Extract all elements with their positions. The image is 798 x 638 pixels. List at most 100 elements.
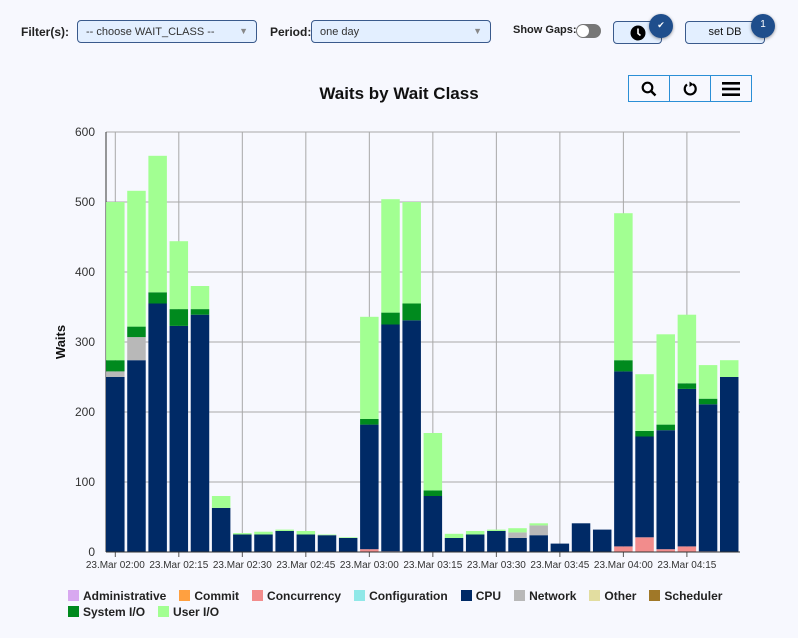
bar-segment-user-i-o: [106, 202, 125, 361]
period-select[interactable]: one day ▼: [311, 20, 491, 43]
legend-label: CPU: [475, 588, 502, 603]
bar-segment-system-i-o: [656, 424, 675, 431]
bar-segment-cpu: [571, 523, 591, 552]
bar-segment-cpu: [487, 531, 506, 552]
x-tick-label: 23.Mar 03:45: [530, 560, 589, 571]
reset-button[interactable]: [670, 76, 711, 101]
bar-segment-cpu: [127, 360, 146, 552]
legend-item[interactable]: Administrative: [68, 588, 166, 603]
bar-segment-concurrency: [656, 549, 675, 552]
legend-swatch: [158, 606, 170, 617]
legend-item[interactable]: Concurrency: [252, 588, 341, 603]
filter-value: -- choose WAIT_CLASS --: [86, 26, 215, 38]
bar-segment-cpu: [169, 325, 189, 552]
x-tick-label: 23.Mar 02:00: [86, 560, 145, 571]
show-gaps-label: Show Gaps:: [513, 24, 577, 36]
x-tick-label: 23.Mar 03:30: [467, 560, 526, 571]
chart-toolbar: [628, 75, 752, 102]
menu-icon: [722, 81, 740, 96]
y-tick-label: 600: [75, 125, 95, 139]
bar-segment-system-i-o: [360, 419, 379, 425]
bar-segment-cpu: [317, 535, 337, 552]
bar-segment-cpu: [148, 303, 167, 552]
bar-segment-concurrency: [614, 546, 633, 552]
bar-segment-user-i-o: [487, 529, 506, 531]
filter-select[interactable]: -- choose WAIT_CLASS -- ▼: [77, 20, 257, 43]
bar-segment-system-i-o: [381, 312, 400, 325]
clock-icon: [630, 25, 645, 41]
filter-label: Filter(s):: [21, 25, 69, 39]
legend-item[interactable]: User I/O: [158, 604, 219, 619]
bar-segment-user-i-o: [190, 286, 210, 310]
chevron-down-icon: ▼: [473, 26, 482, 36]
bar-segment-user-i-o: [275, 529, 294, 531]
bar-segment-cpu: [444, 538, 464, 552]
bar-segment-system-i-o: [402, 303, 421, 321]
legend-label: Configuration: [369, 588, 448, 603]
bar-segment-user-i-o: [360, 316, 379, 419]
zoom-button[interactable]: [629, 76, 670, 101]
bar-segment-concurrency: [360, 549, 379, 552]
legend-item[interactable]: Network: [514, 588, 576, 603]
bar-segment-cpu: [275, 531, 294, 552]
bar-segment-cpu: [677, 388, 697, 547]
y-tick-label: 0: [88, 545, 95, 559]
bar-segment-system-i-o: [614, 360, 633, 372]
legend-swatch: [68, 590, 79, 601]
bar-segment-system-i-o: [635, 430, 654, 437]
bar-segment-user-i-o: [296, 531, 316, 535]
bar-segment-system-i-o: [127, 326, 146, 338]
bar-segment-cpu: [656, 430, 675, 550]
bar-segment-concurrency: [635, 537, 654, 552]
bar-segment-cpu: [190, 314, 210, 552]
bar-segment-cpu: [592, 529, 612, 552]
bar-segment-network: [106, 371, 125, 377]
bar-segment-system-i-o: [106, 360, 125, 372]
time-badge: ✔: [649, 14, 673, 38]
bar-segment-cpu: [508, 538, 527, 552]
legend-item[interactable]: CPU: [460, 588, 502, 603]
bar-segment-cpu: [360, 424, 379, 550]
x-tick-label: 23.Mar 03:00: [340, 560, 399, 571]
bar-segment-user-i-o: [169, 241, 189, 310]
show-gaps-toggle[interactable]: [576, 24, 601, 38]
bar-segment-user-i-o: [465, 531, 485, 535]
bar-segment-concurrency: [677, 546, 697, 552]
refresh-icon: [683, 81, 697, 96]
bar-segment-user-i-o: [338, 537, 358, 538]
y-axis-label: Waits: [53, 325, 68, 359]
legend-item[interactable]: System I/O: [68, 604, 145, 619]
legend-swatch: [649, 590, 661, 601]
x-tick-label: 23.Mar 02:45: [276, 560, 335, 571]
bar-segment-cpu: [296, 534, 316, 552]
bar-segment-user-i-o: [444, 533, 464, 538]
menu-button[interactable]: [711, 76, 751, 101]
bar-segment-cpu: [614, 371, 633, 547]
x-tick-label: 23.Mar 02:15: [149, 560, 208, 571]
x-tick-label: 23.Mar 04:15: [657, 560, 716, 571]
y-tick-label: 100: [75, 475, 95, 489]
waits-chart: 0 100 200 300 400 500 600 23.Mar 02:00 23.Mar 02…: [53, 125, 740, 571]
legend-item[interactable]: Other: [589, 588, 636, 603]
legend-item[interactable]: Configuration: [354, 588, 448, 603]
legend-item[interactable]: Commit: [179, 588, 239, 603]
bar-segment-user-i-o: [381, 199, 400, 313]
bar-segment-user-i-o: [614, 213, 633, 361]
bar-segment-user-i-o: [211, 496, 231, 508]
set-db-button[interactable]: set DB: [685, 21, 765, 44]
legend-swatch: [68, 606, 79, 617]
x-tick-label: 23.Mar 03:15: [403, 560, 462, 571]
bar-segment-system-i-o: [190, 309, 210, 315]
bar-segment-cpu: [423, 496, 443, 552]
bar-segment-user-i-o: [529, 523, 548, 526]
bar-segment-cpu: [211, 507, 231, 552]
legend-label: Network: [529, 588, 577, 603]
bar-segment-cpu: [550, 543, 570, 552]
toggle-knob: [577, 25, 589, 37]
bar-segment-cpu: [381, 324, 400, 552]
bar-segment-cpu: [698, 404, 718, 552]
set-db-badge: 1: [751, 14, 775, 38]
bar-segment-user-i-o: [719, 360, 739, 377]
period-label: Period:: [270, 25, 312, 39]
legend-item[interactable]: Scheduler: [649, 588, 722, 603]
